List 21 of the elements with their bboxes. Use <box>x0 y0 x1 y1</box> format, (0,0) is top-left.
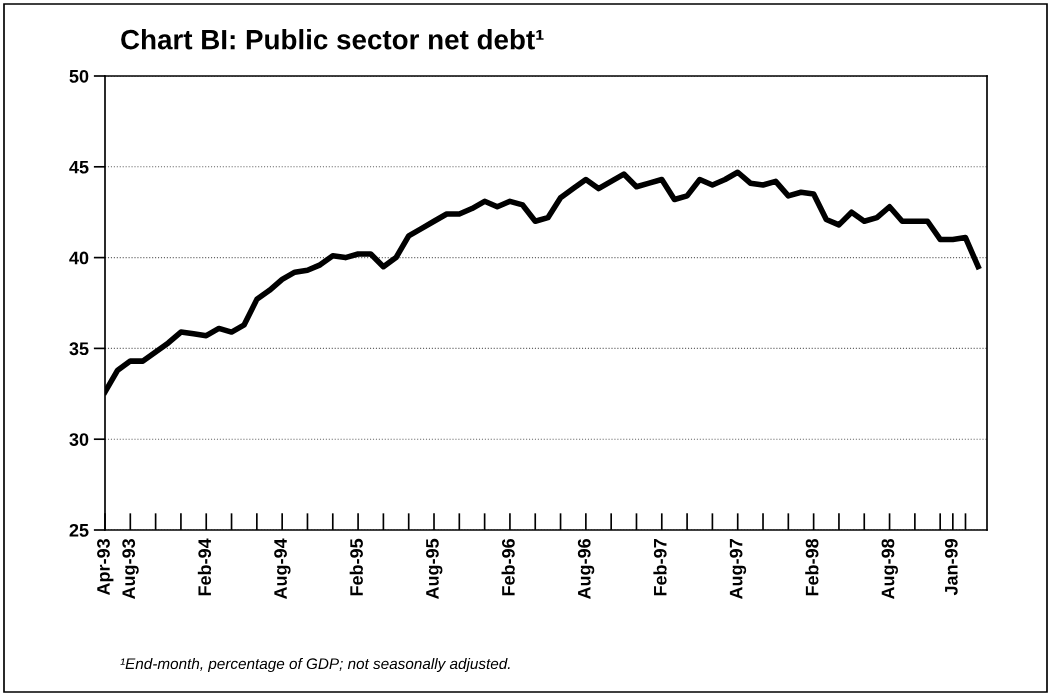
y-tick-label: 40 <box>69 251 89 265</box>
x-tick-label: Feb-98 <box>805 538 819 596</box>
x-tick-label: Aug-97 <box>729 539 747 600</box>
x-tick-label: Aug-93 <box>122 538 139 600</box>
x-tick-label: Aug-98 <box>881 538 898 600</box>
y-tick-label: 50 <box>69 69 89 83</box>
chart-title: Chart BI: Public sector net debt¹ <box>121 29 544 50</box>
x-tick-label: Feb-95 <box>349 538 363 596</box>
y-tick-label: 30 <box>69 433 89 446</box>
x-tick-label: Feb-97 <box>653 539 667 596</box>
x-tick-label: Jan-99 <box>944 539 958 596</box>
x-tick-label: Feb-94 <box>197 538 212 596</box>
x-tick-label: Aug-95 <box>425 538 443 600</box>
x-tick-label: Aug-94 <box>274 538 291 600</box>
y-tick-label: 45 <box>69 160 89 174</box>
y-tick-label: 25 <box>69 523 89 537</box>
x-tick-label: Feb-96 <box>501 538 515 596</box>
x-tick-label: Apr-93 <box>97 538 114 596</box>
y-tick-label: 35 <box>69 342 89 356</box>
text: ¹End-month, percentage of GDP; not seasonally adjusted. <box>120 657 510 673</box>
x-tick-label: Aug-96 <box>577 538 595 600</box>
